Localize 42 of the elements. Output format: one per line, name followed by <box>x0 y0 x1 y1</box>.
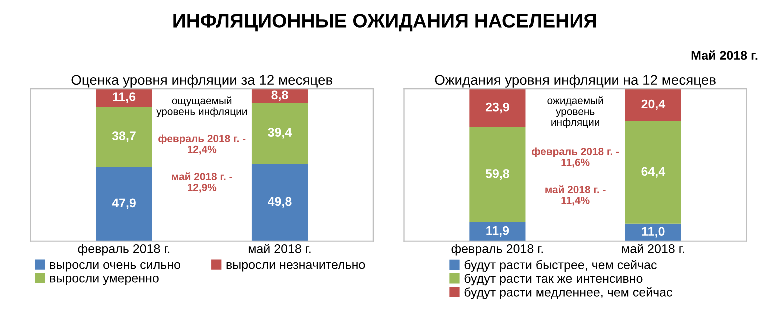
bar <box>470 222 526 242</box>
legend-label: будут расти быстрее, чем сейчас <box>464 260 657 272</box>
chart-title: Оценка уровня инфляции за 12 месяцев <box>72 74 333 88</box>
legend-label: будут расти так же интенсивно <box>464 274 643 286</box>
annotation: ожидаемый уровень инфляции <box>548 96 604 128</box>
chart-title: Ожидания уровня инфляции на 12 месяцев <box>435 74 716 88</box>
annotation: февраль 2018 г. - 12,4% <box>158 134 246 155</box>
legend-label: выросли незначительно <box>226 262 366 272</box>
legend-label: выросли очень сильно <box>50 262 180 272</box>
x-tick-label: февраль 2018 г. <box>78 244 170 256</box>
legend-label: будут расти медленнее, чем сейчас <box>464 287 672 300</box>
data-label: 49,8 <box>268 197 292 208</box>
data-label: 11,6 <box>113 92 136 104</box>
data-label: 23,9 <box>486 102 510 114</box>
bar <box>252 103 308 164</box>
data-label: 64,4 <box>642 167 666 178</box>
bar <box>96 167 152 242</box>
data-label: 20,4 <box>642 100 666 110</box>
data-label: 8,8 <box>272 90 288 102</box>
annotation: май 2018 г. - 12,9% <box>172 172 232 193</box>
bar <box>470 127 526 222</box>
data-label: 39,4 <box>268 128 292 139</box>
data-label: 38,7 <box>112 132 136 142</box>
bar <box>252 164 308 242</box>
data-label: 11,9 <box>486 226 510 238</box>
data-label: 59,8 <box>486 169 510 180</box>
bar <box>252 89 308 104</box>
text: ИНФЛЯЦИОННЫЕ ОЖИДАНИЯ НАСЕЛЕНИЯ <box>174 14 596 32</box>
annotation: февраль 2018 г. - 11,6% <box>532 148 620 168</box>
data-label: 47,9 <box>112 198 136 210</box>
bar <box>470 89 526 128</box>
x-tick-label: май 2018 г. <box>248 244 311 254</box>
bar <box>625 89 682 122</box>
text: Май 2018 г. <box>692 50 758 60</box>
bar <box>625 122 682 224</box>
annotation: май 2018 г. - 11,4% <box>546 186 606 206</box>
data-label: 11,0 <box>642 227 665 238</box>
x-tick-label: февраль 2018 г. <box>452 244 543 256</box>
x-tick-label: май 2018 г. <box>622 244 684 254</box>
bar <box>96 107 152 168</box>
legend-label: выросли умеренно <box>50 276 159 286</box>
annotation: ощущаемый уровень инфляции <box>156 96 247 118</box>
